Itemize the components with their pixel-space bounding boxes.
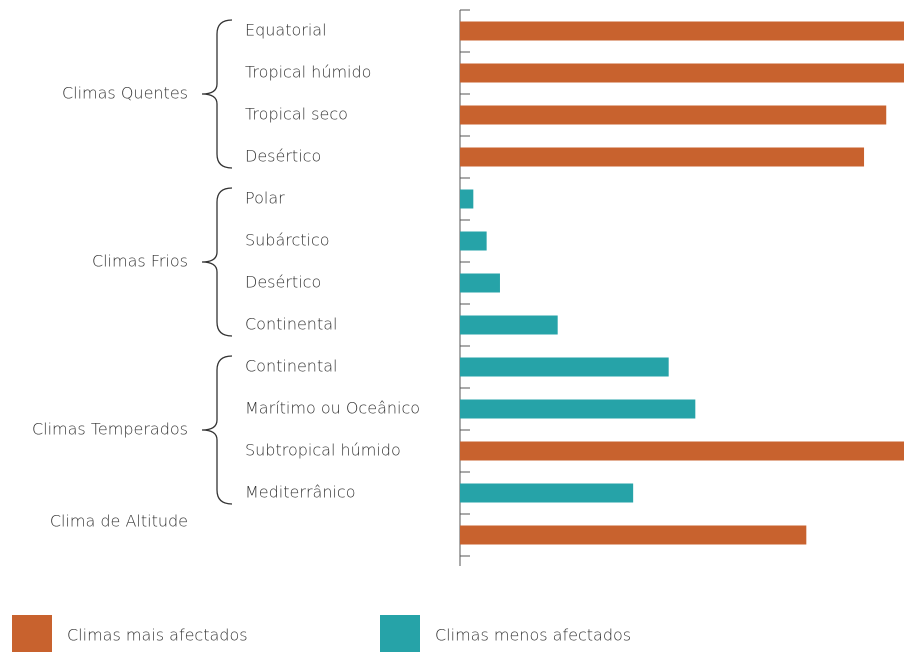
bar bbox=[460, 525, 807, 545]
bar bbox=[460, 273, 500, 293]
group-brace bbox=[201, 187, 233, 337]
category-label: Subtropical húmido bbox=[245, 441, 401, 460]
category-label: Tropical húmido bbox=[245, 63, 371, 82]
bar bbox=[460, 357, 669, 377]
bar bbox=[460, 189, 474, 209]
bar bbox=[460, 147, 865, 167]
category-label: Subárctico bbox=[245, 231, 330, 250]
category-label: Desértico bbox=[245, 147, 321, 166]
legend-label: Climas mais afectados bbox=[67, 626, 248, 645]
category-label: Polar bbox=[245, 189, 285, 208]
bar bbox=[460, 105, 887, 125]
group-brace bbox=[201, 355, 233, 505]
category-label: Equatorial bbox=[245, 21, 327, 40]
bar bbox=[460, 231, 487, 251]
bar bbox=[460, 441, 904, 461]
bar bbox=[460, 63, 904, 83]
group-label: Climas Temperados bbox=[32, 420, 188, 439]
bar bbox=[460, 399, 696, 419]
category-label: Continental bbox=[245, 357, 337, 376]
group-label: Climas Frios bbox=[92, 252, 188, 271]
legend-label: Climas menos afectados bbox=[435, 626, 631, 645]
bar bbox=[460, 21, 904, 41]
category-label: Continental bbox=[245, 315, 337, 334]
category-label: Mediterrânico bbox=[245, 483, 356, 502]
group-label: Climas Quentes bbox=[62, 84, 188, 103]
bar bbox=[460, 315, 558, 335]
legend-swatch bbox=[380, 615, 420, 652]
group-label: Clima de Altitude bbox=[50, 512, 188, 531]
group-brace bbox=[201, 19, 233, 169]
category-label: Tropical seco bbox=[245, 105, 348, 124]
legend-swatch bbox=[12, 615, 52, 652]
category-label: Marítimo ou Oceânico bbox=[245, 399, 420, 418]
category-label: Desértico bbox=[245, 273, 321, 292]
bar bbox=[460, 483, 634, 503]
